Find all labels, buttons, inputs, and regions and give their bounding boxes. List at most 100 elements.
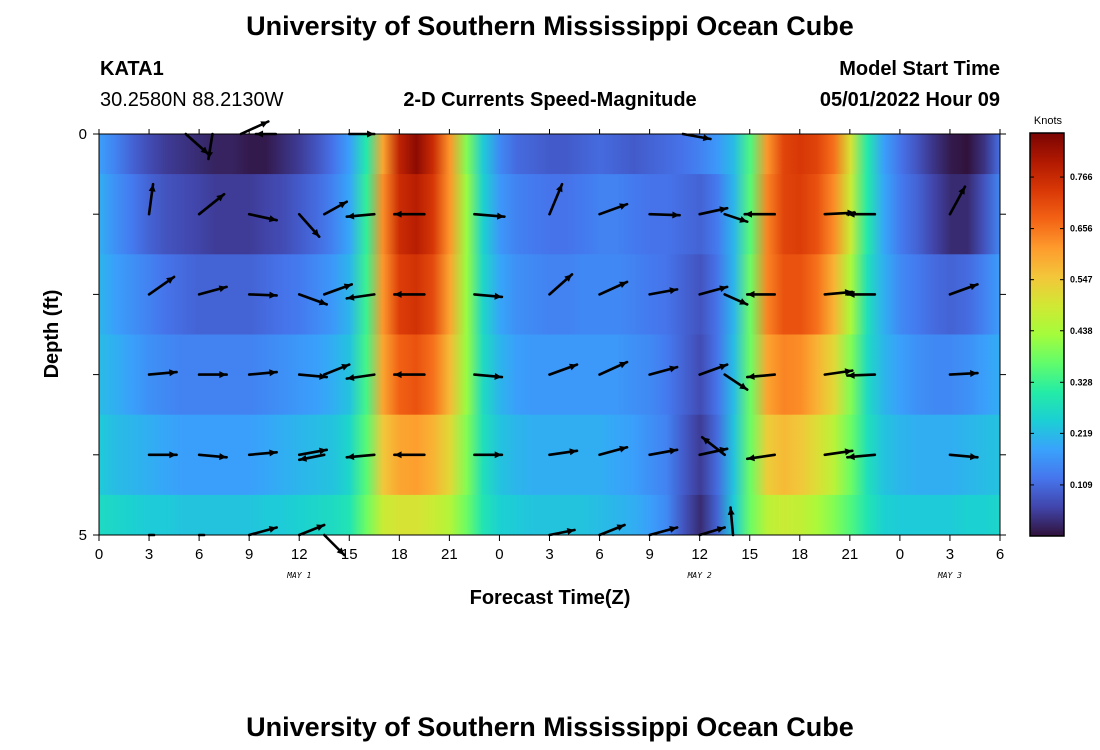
current-arrow	[698, 363, 729, 376]
current-arrow	[648, 211, 681, 219]
current-arrow	[598, 280, 629, 296]
speed-heatmap	[99, 134, 1000, 535]
day-label: MAY 1	[286, 571, 311, 580]
x-tick-label: 6	[195, 546, 203, 563]
current-arrow	[698, 526, 726, 537]
station-coords: 30.2580N 88.2130W	[100, 89, 284, 111]
current-arrow	[648, 526, 679, 537]
current-arrow	[648, 447, 679, 457]
colorbar-tick-label: 0.656	[1070, 224, 1093, 234]
current-arrow	[723, 293, 749, 306]
current-arrow	[345, 212, 376, 220]
model-start-value: 05/01/2022 Hour 09	[820, 89, 1000, 111]
x-tick-label: 0	[95, 546, 103, 563]
x-axis: 0 3 6 9 12 15 18 21 0 3 6 9 12 15 18 21 0 3 6	[95, 129, 1004, 563]
current-arrow	[548, 273, 574, 296]
current-arrow	[681, 132, 712, 142]
colorbar-tick-label: 0.328	[1070, 377, 1093, 387]
x-tick-label: 9	[245, 546, 253, 563]
current-arrow	[345, 373, 376, 382]
current-arrow	[698, 285, 729, 296]
current-arrow	[745, 372, 777, 380]
day-label: MAY 2	[687, 571, 712, 580]
x-tick-label: 6	[595, 546, 603, 563]
current-arrow	[247, 449, 278, 457]
x-tick-label: 3	[545, 546, 553, 563]
current-arrow	[393, 290, 426, 298]
current-arrow	[948, 283, 979, 296]
current-arrow	[473, 451, 504, 459]
current-arrow	[197, 285, 228, 296]
current-arrow	[745, 453, 777, 462]
current-arrow	[184, 132, 210, 156]
current-arrow	[473, 212, 506, 220]
x-tick-label: 3	[145, 546, 153, 563]
current-arrow	[948, 370, 979, 377]
x-tick-label: 0	[495, 546, 503, 563]
current-arrow	[322, 363, 351, 376]
x-tick-label: 6	[996, 546, 1004, 563]
current-arrow	[297, 212, 321, 238]
chart-title-repeat: University of Southern Mississippi Ocean…	[246, 712, 854, 742]
current-arrow	[393, 451, 426, 459]
current-vectors	[147, 120, 979, 557]
x-tick-label: 15	[341, 546, 358, 563]
current-arrow	[297, 447, 329, 457]
y-tick-label: 5	[79, 527, 87, 544]
current-arrow	[393, 210, 426, 218]
current-arrow	[698, 206, 729, 216]
colorbar-ticks: 0.766 0.656 0.547 0.438 0.328 0.219 0.109	[1030, 172, 1093, 490]
chart-subtitle: 2-D Currents Speed-Magnitude	[403, 89, 696, 111]
current-arrow	[345, 293, 376, 301]
current-arrow	[846, 453, 877, 461]
current-arrow	[393, 371, 426, 379]
current-arrow	[322, 283, 354, 296]
current-arrow	[297, 523, 326, 537]
heatmap-band	[99, 494, 1000, 535]
current-arrow	[548, 448, 579, 457]
x-tick-label: 12	[291, 546, 308, 563]
x-axis-label: Forecast Time(Z)	[470, 587, 631, 609]
current-arrow	[247, 291, 278, 299]
current-arrow	[948, 453, 979, 461]
current-arrow	[197, 371, 228, 379]
current-arrow	[598, 360, 629, 376]
current-arrow	[322, 200, 349, 216]
x-tick-label: 9	[645, 546, 653, 563]
x-tick-label: 15	[741, 546, 758, 563]
current-arrow	[473, 372, 504, 380]
current-arrow	[723, 212, 749, 223]
current-arrow	[147, 451, 178, 459]
current-arrow	[297, 293, 329, 306]
current-arrow	[648, 287, 679, 296]
current-arrow	[548, 363, 579, 376]
chart-title: University of Southern Mississippi Ocean…	[246, 11, 854, 41]
current-arrow	[948, 185, 967, 216]
current-arrow	[846, 210, 877, 218]
model-start-label: Model Start Time	[839, 58, 1000, 80]
colorbar-tick-label: 0.219	[1070, 428, 1093, 438]
x-tick-label: 18	[391, 546, 408, 563]
day-label: MAY 3	[937, 571, 962, 580]
current-arrow	[147, 182, 156, 216]
x-tick-label: 21	[441, 546, 458, 563]
current-arrow	[247, 212, 278, 223]
current-arrow	[345, 453, 376, 461]
x-tick-label: 12	[691, 546, 708, 563]
current-arrow	[239, 120, 270, 136]
current-arrow	[700, 435, 726, 457]
colorbar-tick-label: 0.109	[1070, 480, 1093, 490]
current-arrow	[206, 132, 214, 161]
y-tick-label: 0	[79, 126, 87, 143]
current-arrow	[598, 523, 626, 537]
current-arrow	[147, 369, 178, 377]
current-arrow	[723, 373, 749, 391]
x-tick-label: 21	[841, 546, 858, 563]
current-arrow	[297, 372, 329, 380]
y-axis: 05	[79, 126, 1006, 544]
heatmap-band	[99, 134, 1000, 175]
current-arrow	[745, 290, 777, 298]
day-labels: MAY 1 MAY 2 MAY 3	[286, 571, 962, 580]
current-arrow	[548, 182, 564, 216]
colorbar-tick-label: 0.547	[1070, 275, 1093, 285]
